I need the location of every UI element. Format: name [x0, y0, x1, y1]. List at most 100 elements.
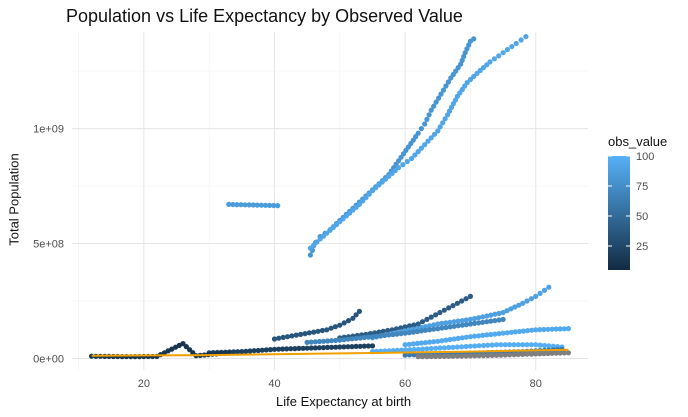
data-point	[454, 353, 460, 359]
data-point	[480, 319, 486, 325]
data-point	[553, 350, 559, 356]
data-point	[471, 36, 477, 42]
colorbar-label: 75	[636, 181, 648, 193]
data-point	[436, 95, 442, 101]
data-point	[298, 331, 304, 337]
data-point	[406, 330, 412, 336]
data-point	[406, 341, 412, 347]
data-point	[428, 345, 434, 352]
data-point	[471, 320, 478, 326]
data-point	[459, 57, 465, 64]
data-point	[390, 331, 396, 338]
data-point	[476, 343, 482, 349]
data-point	[316, 338, 322, 345]
data-point	[528, 296, 535, 302]
data-point	[455, 323, 461, 329]
data-point	[271, 202, 277, 209]
data-point	[437, 353, 443, 359]
data-point	[259, 347, 265, 353]
data-point	[289, 333, 295, 339]
data-point	[324, 327, 330, 333]
data-point	[183, 344, 189, 350]
data-point	[488, 318, 494, 324]
data-point	[353, 312, 359, 318]
data-point	[437, 124, 443, 130]
data-point	[307, 245, 313, 251]
data-point	[411, 346, 417, 353]
colorbar-label: 100	[636, 151, 654, 163]
data-point	[238, 202, 244, 208]
data-point	[541, 342, 548, 349]
data-point	[412, 152, 418, 158]
data-point	[472, 343, 478, 349]
data-point	[500, 50, 506, 56]
data-point	[484, 313, 490, 319]
data-point	[363, 195, 369, 201]
data-point	[406, 352, 413, 358]
data-point	[440, 87, 447, 93]
data-point	[443, 320, 449, 326]
data-point	[296, 345, 302, 351]
data-point	[353, 335, 359, 341]
data-point	[306, 330, 312, 336]
data-point	[250, 202, 256, 208]
data-point	[516, 302, 522, 308]
data-point	[361, 334, 367, 341]
data-point	[415, 321, 421, 327]
data-point	[190, 350, 196, 356]
data-point	[369, 334, 376, 340]
chart-title: Population vs Life Expectancy by Observe…	[66, 6, 463, 26]
data-point	[247, 348, 253, 354]
data-point	[437, 309, 443, 316]
data-point	[251, 348, 257, 354]
data-point	[314, 239, 320, 245]
data-point	[422, 340, 429, 346]
data-point	[537, 327, 543, 333]
data-point	[345, 344, 351, 350]
data-point	[549, 350, 555, 356]
data-point	[447, 319, 453, 325]
data-point	[414, 340, 420, 346]
data-point	[476, 333, 482, 339]
data-point	[487, 59, 493, 65]
data-point	[512, 304, 518, 310]
data-point	[480, 342, 487, 349]
data-point	[451, 336, 457, 342]
data-point	[513, 40, 519, 47]
data-point	[337, 344, 343, 350]
data-point	[484, 332, 490, 338]
data-point	[255, 347, 261, 354]
data-point	[292, 346, 298, 352]
data-points	[89, 34, 572, 360]
data-point	[262, 202, 269, 208]
data-point	[459, 353, 465, 359]
data-point	[419, 354, 426, 360]
data-point	[451, 323, 457, 329]
data-point	[239, 349, 245, 355]
data-point	[396, 165, 402, 171]
data-point	[565, 350, 572, 356]
colorbar-label: 50	[636, 211, 648, 223]
data-point	[431, 103, 437, 109]
data-point	[378, 333, 384, 339]
data-point	[345, 318, 352, 324]
data-point	[459, 318, 465, 324]
data-point	[508, 329, 514, 335]
data-point	[427, 327, 433, 333]
trend-line	[91, 348, 569, 357]
data-point	[398, 325, 404, 331]
data-point	[415, 149, 421, 155]
data-point	[242, 202, 248, 208]
data-point	[524, 351, 530, 357]
data-point	[386, 332, 392, 338]
data-point	[524, 298, 530, 304]
data-point	[471, 316, 478, 322]
data-point	[442, 116, 448, 122]
data-point	[447, 324, 453, 330]
data-point	[492, 331, 498, 337]
data-point	[369, 343, 376, 349]
data-point	[276, 335, 282, 341]
data-point	[365, 334, 371, 340]
data-point	[315, 328, 321, 334]
data-point	[550, 343, 556, 349]
